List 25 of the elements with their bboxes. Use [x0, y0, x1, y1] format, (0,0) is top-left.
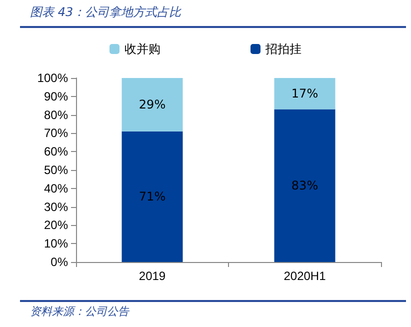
bar: [274, 78, 336, 110]
y-tick-label: 20%: [44, 218, 68, 232]
y-tick-label: 50%: [44, 163, 68, 177]
data-label: 29%: [138, 98, 166, 112]
y-tick-label: 60%: [44, 144, 68, 159]
y-tick-label: 0%: [50, 255, 68, 269]
data-label: 83%: [291, 178, 318, 193]
text: 资料来源：公司公告: [30, 304, 129, 319]
data-label: 71%: [138, 190, 166, 204]
legend-label: 招拍挂: [264, 42, 302, 56]
chart-title: 图表 43：公司拿地方式占比: [30, 4, 182, 21]
y-tick-label: 10%: [44, 236, 68, 251]
x-tick-label: 2020H1: [284, 269, 326, 283]
y-tick-label: 80%: [44, 108, 68, 122]
y-tick-label: 70%: [44, 126, 68, 140]
legend-label: 收并购: [124, 42, 160, 56]
y-tick-label: 40%: [44, 181, 68, 196]
data-label: 17%: [291, 86, 318, 101]
bar: [122, 78, 183, 132]
y-tick-label: 100%: [37, 71, 68, 85]
y-tick-label: 90%: [44, 89, 68, 104]
bar: [122, 131, 183, 262]
y-tick-label: 30%: [44, 200, 68, 214]
bar: [274, 109, 336, 262]
x-tick-label: 2019: [138, 269, 166, 283]
